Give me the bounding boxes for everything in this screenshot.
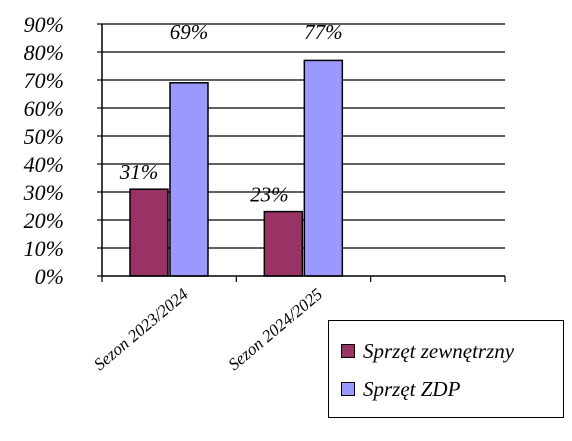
y-tick-label: 20% <box>24 208 64 233</box>
bar-1-2 <box>263 210 304 277</box>
axes <box>97 23 506 282</box>
legend-swatch-series-2 <box>341 382 355 396</box>
x-tick-labels: Sezon 2023/2024 Sezon 2024/2025 <box>90 284 326 374</box>
y-tick-label: 30% <box>23 180 64 205</box>
y-tick-label: 0% <box>35 264 64 289</box>
bar-2-2 <box>303 59 344 277</box>
data-label: 23% <box>250 183 289 207</box>
x-tick-label: Sezon 2024/2025 <box>225 285 327 375</box>
y-tick-label: 90% <box>24 12 64 37</box>
legend-item-series-2: Sprzęt ZDP <box>341 375 460 403</box>
legend-swatch-series-1 <box>341 344 355 358</box>
gridlines <box>102 23 505 249</box>
data-labels: 31% 69% 23% 77% <box>119 20 343 207</box>
legend-item-series-1: Sprzęt zewnętrzny <box>341 337 514 365</box>
bar-1-1 <box>129 188 169 277</box>
data-label: 69% <box>170 20 209 44</box>
y-tick-label: 70% <box>24 68 64 93</box>
bar-2-1 <box>169 82 209 277</box>
data-label: 77% <box>304 20 343 44</box>
y-tick-label: 60% <box>24 96 64 121</box>
y-tick-label: 10% <box>24 236 64 261</box>
legend-label-series-2: Sprzęt ZDP <box>363 376 461 401</box>
x-tick-label: Sezon 2023/2024 <box>90 284 192 374</box>
y-tick-labels: 0% 10% 20% 30% 40% 50% 60% 70% 80% 90% <box>23 12 64 289</box>
y-tick-label: 80% <box>24 40 64 65</box>
y-tick-label: 50% <box>24 124 64 149</box>
bars <box>129 59 344 277</box>
legend: Sprzęt zewnętrzny Sprzęt ZDP <box>328 320 564 418</box>
data-label: 31% <box>119 160 159 184</box>
legend-label-series-1: Sprzęt zewnętrzny <box>363 338 515 363</box>
y-tick-label: 40% <box>24 152 64 177</box>
